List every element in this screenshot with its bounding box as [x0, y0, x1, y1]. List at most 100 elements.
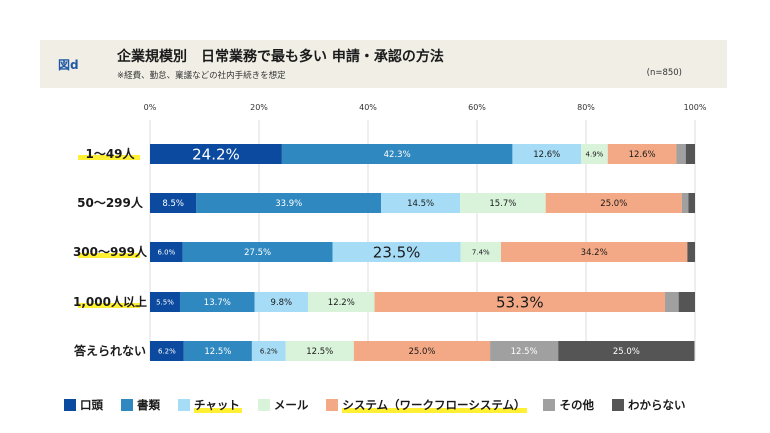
legend-item: メール	[257, 397, 309, 413]
bar-segment	[179, 292, 255, 312]
data-label: 13.7%	[204, 298, 231, 308]
bar-segment	[150, 242, 183, 262]
legend-label: 口頭	[80, 398, 103, 412]
bar-segment	[150, 292, 180, 312]
bar-segment	[676, 144, 686, 164]
legend-swatch	[543, 399, 556, 411]
data-label: 7.4%	[472, 249, 490, 257]
chart-header: 図d 企業規模別 日常業務で最も多い 申請・承認の方法 ※経費、勤怠、稟議などの…	[40, 40, 727, 88]
data-label: 12.6%	[533, 150, 560, 160]
data-label: 9.8%	[271, 298, 293, 308]
bar-segment	[607, 144, 677, 164]
legend-swatch	[611, 399, 624, 411]
legend-item: チャット	[178, 397, 242, 413]
bar-segment	[332, 242, 461, 262]
legend-swatch	[178, 399, 190, 411]
bar-segment	[251, 341, 286, 361]
legend-label: 書類	[137, 398, 160, 412]
bar-segment	[678, 292, 695, 312]
bar-segment	[558, 341, 695, 361]
data-label: 6.2%	[158, 348, 176, 356]
legend-label: わからない	[627, 398, 686, 412]
legend-label: メール	[273, 398, 309, 412]
category-label: 1,000人以上	[73, 294, 147, 309]
bar-segment	[685, 144, 695, 164]
category-label: 1～49人	[85, 146, 135, 161]
x-tick-label: 80%	[577, 103, 595, 112]
bar-segment	[490, 341, 559, 361]
chart-legend: 口頭 書類 チャット メール システム（ワークフローシステム） その他 わからない	[64, 397, 703, 413]
bar-segment	[196, 193, 382, 213]
data-label: 33.9%	[275, 199, 302, 209]
x-tick-label: 60%	[468, 103, 486, 112]
x-tick-label: 40%	[359, 103, 377, 112]
bar-segment	[150, 341, 184, 361]
legend-item: 口頭	[64, 397, 103, 413]
bar-segment	[353, 341, 491, 361]
bar-segment	[374, 292, 666, 312]
data-label: 24.2%	[192, 145, 240, 163]
legend-label: チャット	[194, 398, 240, 412]
category-label: 50～299人	[77, 195, 144, 210]
bar-segment	[281, 144, 513, 164]
data-label: 4.9%	[586, 151, 604, 159]
bar-segment	[681, 193, 689, 213]
category-highlight	[78, 253, 140, 258]
legend-label: その他	[559, 398, 594, 412]
data-label: 34.2%	[581, 248, 608, 258]
data-label: 12.5%	[511, 347, 538, 357]
legend-highlight	[194, 408, 242, 413]
bar-segment	[665, 292, 679, 312]
legend-item: その他	[543, 397, 594, 413]
bar-segment	[581, 144, 608, 164]
category-label: 答えられない	[74, 343, 146, 358]
bar-segment	[460, 242, 501, 262]
data-label: 8.5%	[162, 199, 184, 209]
legend-swatch	[257, 399, 270, 411]
legend-swatch	[326, 399, 339, 411]
legend-item: 書類	[121, 397, 160, 413]
legend-label: システム（ワークフローシステム）	[342, 398, 526, 412]
category-label: 300～999人	[73, 244, 148, 259]
legend-swatch	[64, 399, 76, 411]
data-label: 25.0%	[613, 347, 640, 357]
data-label: 14.5%	[407, 199, 434, 209]
bar-segment	[150, 144, 282, 164]
x-tick-label: 20%	[250, 103, 268, 112]
category-highlight	[78, 155, 140, 160]
bar-segment	[182, 242, 333, 262]
bar-segment	[183, 341, 252, 361]
bar-segment	[308, 292, 375, 312]
chart-subtitle: ※経費、勤怠、稟議などの社内手続きを想定	[117, 71, 286, 81]
legend-item: システム（ワークフローシステム）	[326, 397, 528, 413]
sample-size: (n=850)	[646, 68, 682, 78]
bar-segment	[545, 193, 682, 213]
bar-segment	[688, 193, 695, 213]
bar-segment	[460, 193, 546, 213]
data-label: 25.0%	[408, 347, 435, 357]
data-label: 27.5%	[244, 248, 271, 258]
bar-segment	[381, 193, 461, 213]
bar-segment	[285, 341, 354, 361]
legend-item: わからない	[611, 397, 686, 413]
chart-title: 企業規模別 日常業務で最も多い 申請・承認の方法	[117, 49, 444, 65]
data-label: 12.2%	[328, 298, 355, 308]
bar-segment	[512, 144, 582, 164]
data-label: 12.5%	[306, 347, 333, 357]
x-tick-label: 0%	[144, 103, 157, 112]
data-label: 12.5%	[204, 347, 231, 357]
data-label: 6.0%	[157, 249, 175, 257]
data-label: 12.6%	[629, 150, 656, 160]
data-label: 42.3%	[384, 150, 411, 160]
category-highlight	[78, 303, 140, 308]
bar-segment	[687, 242, 695, 262]
data-label: 5.5%	[156, 299, 174, 307]
legend-highlight	[342, 408, 528, 413]
data-label: 25.0%	[600, 199, 627, 209]
data-label: 53.3%	[496, 293, 544, 311]
data-label: 15.7%	[489, 199, 516, 209]
legend-swatch	[121, 399, 133, 411]
bar-segment	[254, 292, 309, 312]
data-label: 23.5%	[373, 243, 421, 261]
figure-label: 図d	[58, 58, 79, 72]
